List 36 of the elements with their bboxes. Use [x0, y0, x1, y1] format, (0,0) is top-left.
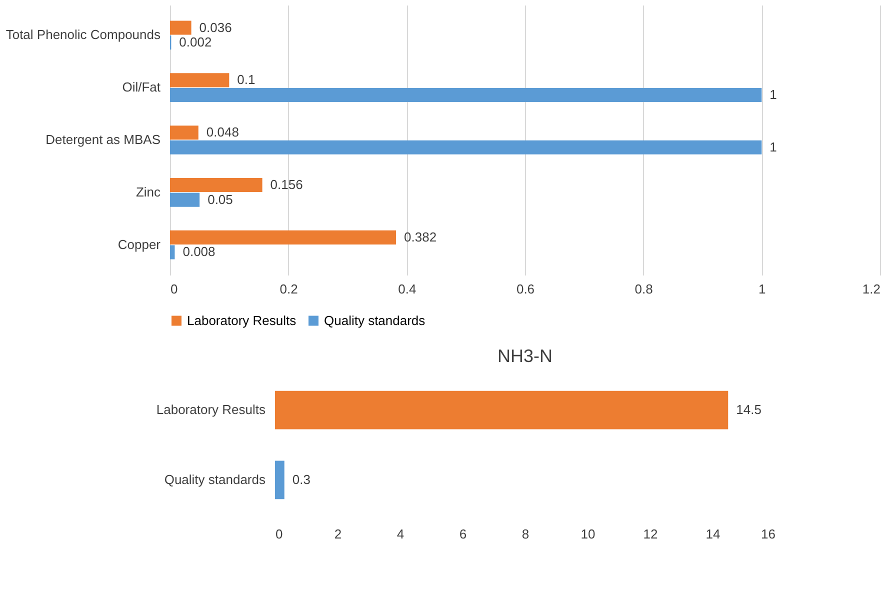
data-label: 0.156: [270, 177, 303, 192]
x-tick-label: 6: [459, 526, 467, 542]
x-tick-label: 0.8: [634, 282, 653, 296]
x-tick-label: 0: [276, 526, 283, 542]
x-tick-label: 4: [396, 526, 404, 542]
data-label: 0.048: [206, 124, 239, 140]
y-tick-label: Copper: [118, 236, 162, 252]
y-tick-label: Detergent as MBAS: [46, 132, 161, 147]
y-tick-label: Oil/Fat: [122, 80, 161, 95]
data-label: 14.5: [736, 402, 762, 418]
chart-title: NH3-N: [497, 346, 553, 366]
x-tick-label: 8: [522, 526, 530, 542]
legend-label: Quality standards: [324, 312, 426, 328]
x-tick-label: 1: [758, 282, 766, 296]
x-tick-label: 0.4: [398, 282, 416, 296]
data-label: 0.382: [404, 229, 437, 244]
data-label: 0.05: [208, 192, 233, 207]
data-label: 0.036: [199, 20, 232, 35]
data-label: 1: [770, 139, 777, 154]
x-tick-label: 16: [761, 526, 776, 542]
x-tick-label: 0.6: [516, 282, 535, 296]
x-tick-label: 0.2: [280, 282, 298, 296]
data-label: 0.008: [182, 244, 216, 260]
x-tick-label: 1.2: [862, 282, 880, 296]
x-tick-label: 0: [170, 282, 178, 296]
x-tick-label: 14: [706, 526, 720, 542]
x-tick-label: 2: [334, 526, 342, 542]
data-label: 1: [770, 86, 777, 102]
y-tick-label: Total Phenolic Compounds: [6, 27, 161, 42]
x-tick-label: 12: [643, 526, 658, 542]
data-label: 0.002: [179, 34, 212, 50]
data-label: 0.3: [292, 472, 310, 487]
data-label: 0.1: [237, 72, 256, 88]
y-tick-label: Zinc: [136, 184, 161, 200]
legend-label: Laboratory Results: [187, 312, 297, 328]
x-tick-label: 10: [580, 526, 596, 542]
